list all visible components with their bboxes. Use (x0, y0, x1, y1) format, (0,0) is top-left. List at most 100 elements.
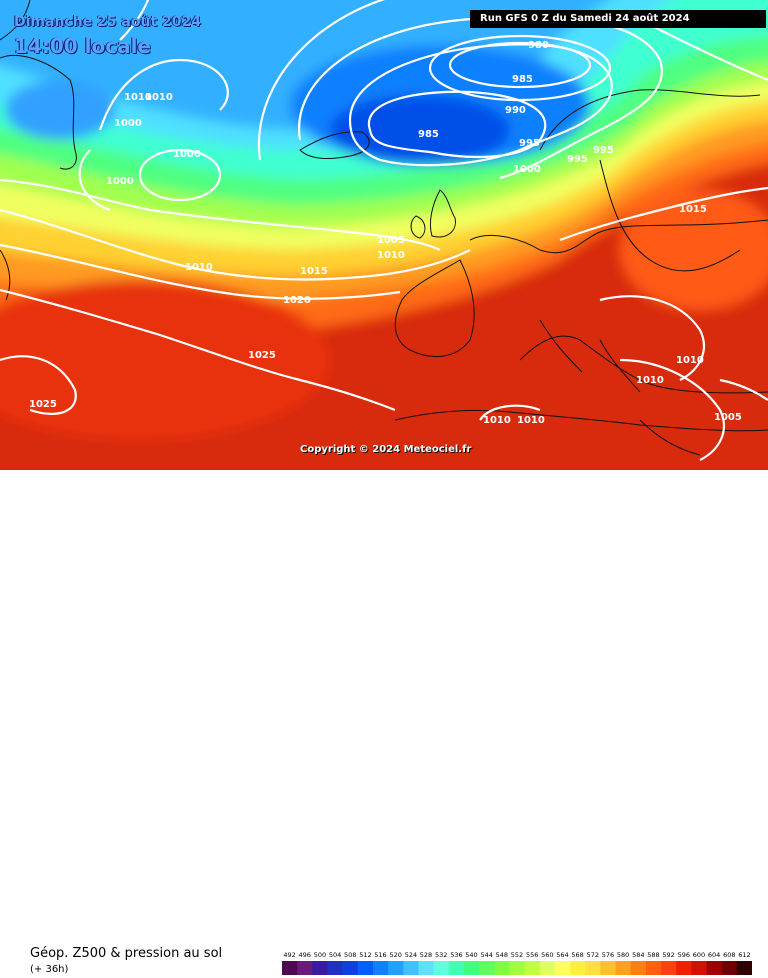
scale-label: 524 (405, 951, 417, 959)
scale-label: 596 (678, 951, 690, 959)
scale-label: 504 (329, 951, 341, 959)
scale-swatch (357, 961, 374, 975)
scale-swatch (433, 961, 450, 975)
scale-label: 560 (541, 951, 553, 959)
scale-label: 580 (617, 951, 629, 959)
scale-label: 564 (556, 951, 568, 959)
geopotential-field (0, 0, 768, 470)
isobar-label: 1010 (676, 355, 704, 366)
scale-label: 492 (283, 951, 295, 959)
scale-swatch (570, 961, 586, 975)
isobar-label: 995 (593, 145, 614, 156)
forecast-range: (+ 36h) (30, 964, 69, 975)
scale-swatch (448, 961, 465, 975)
scale-swatch (524, 961, 541, 975)
scale-swatch (463, 961, 480, 975)
scale-swatch (403, 961, 419, 975)
scale-swatch (615, 961, 632, 975)
model-run-banner: Run GFS 0 Z du Samedi 24 août 2024 (470, 10, 766, 28)
scale-label: 576 (602, 951, 614, 959)
scale-label: 604 (708, 951, 720, 959)
isobars (0, 0, 768, 461)
isobar-label: 1010 (636, 375, 664, 386)
scale-swatch (373, 961, 389, 975)
scale-label: 612 (738, 951, 750, 959)
scale-label: 520 (389, 951, 401, 959)
map-svg: 980 985 985 990 995 995 995 1000 1000 10… (0, 0, 768, 470)
map-footer: Géop. Z500 & pression au sol (+ 36h) 492… (0, 470, 768, 975)
scale-swatch (282, 961, 298, 975)
scale-label: 532 (435, 951, 447, 959)
isobar-label: 1010 (124, 92, 152, 103)
scale-label: 552 (511, 951, 523, 959)
isobar-label: 1000 (106, 176, 134, 187)
isobar-label: 1025 (248, 350, 276, 361)
scale-label: 572 (587, 951, 599, 959)
scale-swatch (327, 961, 344, 975)
scale-label: 556 (526, 951, 538, 959)
scale-swatch (494, 961, 510, 975)
scale-swatch (509, 961, 526, 975)
scale-label: 500 (314, 951, 326, 959)
isobar-label: 1025 (29, 399, 57, 410)
isobar-label: 995 (519, 138, 540, 149)
isobar-label: 1005 (377, 235, 405, 246)
scale-label: 608 (723, 951, 735, 959)
scale-label: 600 (693, 951, 705, 959)
isobar-label: 1010 (145, 92, 173, 103)
scale-swatch (721, 961, 738, 975)
isobar-label: 1010 (483, 415, 511, 426)
forecast-time: 14:00 locale (14, 34, 151, 58)
isobar-label: 990 (505, 105, 526, 116)
scale-label: 536 (450, 951, 462, 959)
scale-swatch (479, 961, 495, 975)
scale-swatch (630, 961, 647, 975)
scale-swatch (388, 961, 404, 975)
isobar-label: 1015 (300, 266, 328, 277)
forecast-date: Dimanche 25 août 2024 (14, 14, 201, 30)
copyright-notice: Copyright © 2024 Meteociel.fr (300, 444, 472, 455)
isobar-label: 1010 (185, 262, 213, 273)
scale-swatch (661, 961, 677, 975)
scale-swatch (418, 961, 435, 975)
scale-label: 540 (465, 951, 477, 959)
isobar-label: 1005 (714, 412, 742, 423)
scale-swatch (312, 961, 328, 975)
isobar-labels: 980 985 985 990 995 995 995 1000 1000 10… (29, 40, 742, 426)
isobar-label: 1020 (283, 295, 311, 306)
map-caption: Géop. Z500 & pression au sol (30, 946, 223, 961)
scale-swatch (645, 961, 662, 975)
isobar-label: 1000 (114, 118, 142, 129)
scale-label: 516 (374, 951, 386, 959)
color-scale-legend: 492 496 500 504 508 512 516 520 524 528 532 536 540 5… (282, 951, 752, 975)
scale-label: 588 (647, 951, 659, 959)
isobar-label: 1010 (517, 415, 545, 426)
isobar-label: 995 (567, 154, 588, 165)
isobar-label: 980 (528, 40, 549, 51)
scale-swatch (600, 961, 617, 975)
scale-label: 496 (298, 951, 310, 959)
coastlines (0, 0, 768, 456)
scale-label: 568 (571, 951, 583, 959)
scale-label: 528 (420, 951, 432, 959)
isobar-label: 985 (418, 129, 439, 140)
scale-label: 512 (359, 951, 371, 959)
scale-swatch (585, 961, 601, 975)
weather-map: 980 985 985 990 995 995 995 1000 1000 10… (0, 0, 768, 470)
isobar-label: 985 (512, 74, 533, 85)
isobar-label: 1010 (377, 250, 405, 261)
scale-swatch (691, 961, 708, 975)
scale-swatch (297, 961, 313, 975)
scale-label: 508 (344, 951, 356, 959)
scale-swatch (736, 961, 752, 975)
isobar-label: 1015 (679, 204, 707, 215)
isobar-label: 1000 (173, 149, 201, 160)
scale-swatch (676, 961, 692, 975)
scale-label: 584 (632, 951, 644, 959)
isobar-label: 1000 (513, 164, 541, 175)
scale-label: 592 (662, 951, 674, 959)
scale-label: 548 (496, 951, 508, 959)
scale-swatch (706, 961, 723, 975)
scale-label: 544 (480, 951, 492, 959)
scale-swatch (342, 961, 359, 975)
